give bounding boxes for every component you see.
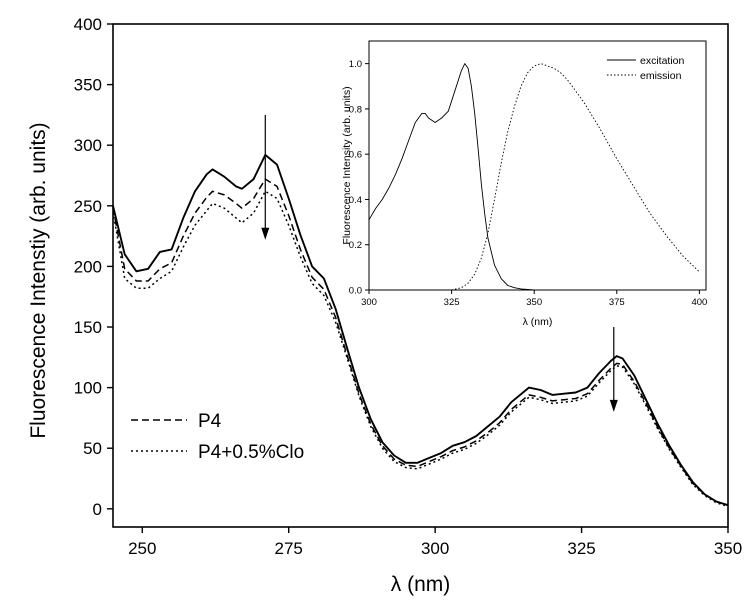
main-x-tick-label: 300 — [421, 539, 449, 558]
main-ticks: 250 275 300 325 350 0 50 100 150 200 250 300 350 400 — [74, 15, 743, 558]
inset-y-tick-label: 0.6 — [349, 150, 362, 161]
inset-x-tick-label: 400 — [691, 297, 707, 308]
main-arrow-head-0 — [261, 227, 270, 240]
main-y-tick-label: 350 — [74, 76, 102, 95]
main-y-axis-title: Fluorescence Intenstiy (arb. units) — [27, 122, 50, 438]
main-y-tick-label: 0 — [93, 500, 102, 519]
main-series — [112, 153, 729, 508]
main-y-tick-label: 400 — [74, 15, 102, 34]
inset-series-line-1 — [451, 63, 700, 291]
main-y-tick-label: 100 — [74, 379, 102, 398]
main-legend: P4 P4+0.5%Clo — [131, 411, 304, 463]
main-x-tick-label: 350 — [714, 539, 742, 558]
inset-chart: 300 325 350 375 400 0.0 0.2 0.4 0.6 0.8 1.0 λ (nm)… — [341, 40, 708, 328]
main-plot-frame — [112, 23, 729, 528]
inset-y-tick-label: 0.2 — [349, 240, 362, 251]
main-y-tick-label: 50 — [83, 439, 102, 458]
inset-x-axis-title: λ (nm) — [523, 316, 553, 328]
inset-x-tick-label: 325 — [444, 297, 460, 308]
main-y-tick-label: 300 — [74, 136, 102, 155]
main-legend-label-p4-clo: P4+0.5%Clo — [198, 442, 304, 463]
main-y-tick-label: 200 — [74, 257, 102, 276]
inset-x-tick-label: 350 — [526, 297, 542, 308]
main-x-tick-label: 325 — [567, 539, 595, 558]
inset-series — [368, 63, 700, 291]
main-x-tick-label: 250 — [128, 539, 156, 558]
inset-y-tick-label: 0.0 — [349, 286, 362, 297]
inset-series-line-0 — [368, 63, 535, 291]
inset-y-tick-label: 0.8 — [349, 104, 362, 115]
inset-x-tick-label: 375 — [609, 297, 625, 308]
inset-x-tick-label: 300 — [361, 297, 377, 308]
inset-ticks: 300 325 350 375 400 0.0 0.2 0.4 0.6 0.8 1.0 — [349, 59, 708, 308]
main-x-axis-title: λ (nm) — [391, 573, 451, 596]
inset-y-axis-title: Fluorescence Intensity (arb. units) — [341, 86, 353, 244]
inset-plot-frame — [368, 40, 707, 291]
main-y-tick-label: 250 — [74, 197, 102, 216]
main-series-line-2 — [112, 190, 729, 508]
main-series-line-0 — [112, 153, 729, 507]
inset-y-tick-label: 0.4 — [349, 195, 362, 206]
main-arrows — [261, 114, 618, 412]
inset-legend: excitation emission — [607, 55, 685, 82]
main-legend-label-p4: P4 — [198, 411, 222, 432]
inset-legend-label-emission: emission — [640, 70, 682, 82]
main-x-tick-label: 275 — [275, 539, 303, 558]
main-series-line-1 — [112, 178, 729, 506]
main-y-tick-label: 150 — [74, 318, 102, 337]
main-chart: 250 275 300 325 350050100150200250300350400 … — [27, 15, 742, 596]
inset-legend-label-excitation: excitation — [640, 55, 685, 67]
main-arrow-head-1 — [609, 399, 618, 412]
inset-y-tick-label: 1.0 — [349, 59, 362, 70]
